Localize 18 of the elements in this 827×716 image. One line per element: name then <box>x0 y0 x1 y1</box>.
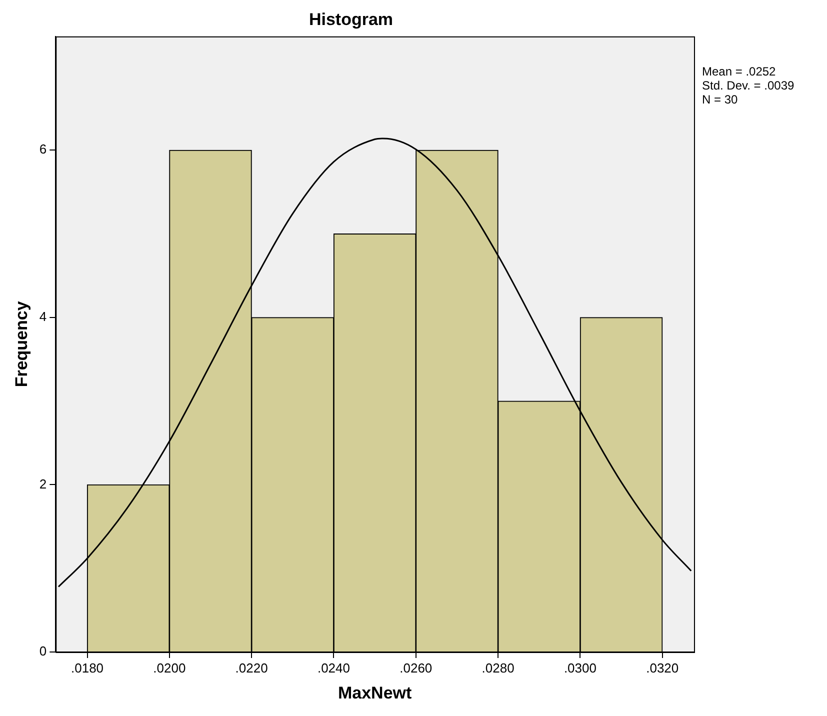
x-tick-label: .0200 <box>153 660 186 676</box>
y-tick-label: 0 <box>39 644 47 659</box>
chart-title: Histogram <box>308 10 394 29</box>
text: Mean = .0252 <box>702 64 776 79</box>
x-axis-title: MaxNewt <box>338 683 412 702</box>
y-tick-label: 4 <box>39 309 47 324</box>
x-tick-label: .0280 <box>482 660 514 676</box>
y-tick-label: 6 <box>39 142 47 157</box>
x-tick-label: .0260 <box>400 660 432 676</box>
x-tick-label: .0240 <box>317 660 350 676</box>
x-tick-label: .0320 <box>646 660 679 676</box>
text: Std. Dev. = .0039 <box>702 78 794 93</box>
text: N = 30 <box>702 92 738 107</box>
x-tick-label: .0220 <box>235 660 268 676</box>
y-tick-label: 2 <box>39 476 47 492</box>
x-tick-label: .0300 <box>564 660 596 676</box>
y-axis-title: Frequency <box>12 300 31 388</box>
x-tick-label: .0180 <box>70 660 104 676</box>
